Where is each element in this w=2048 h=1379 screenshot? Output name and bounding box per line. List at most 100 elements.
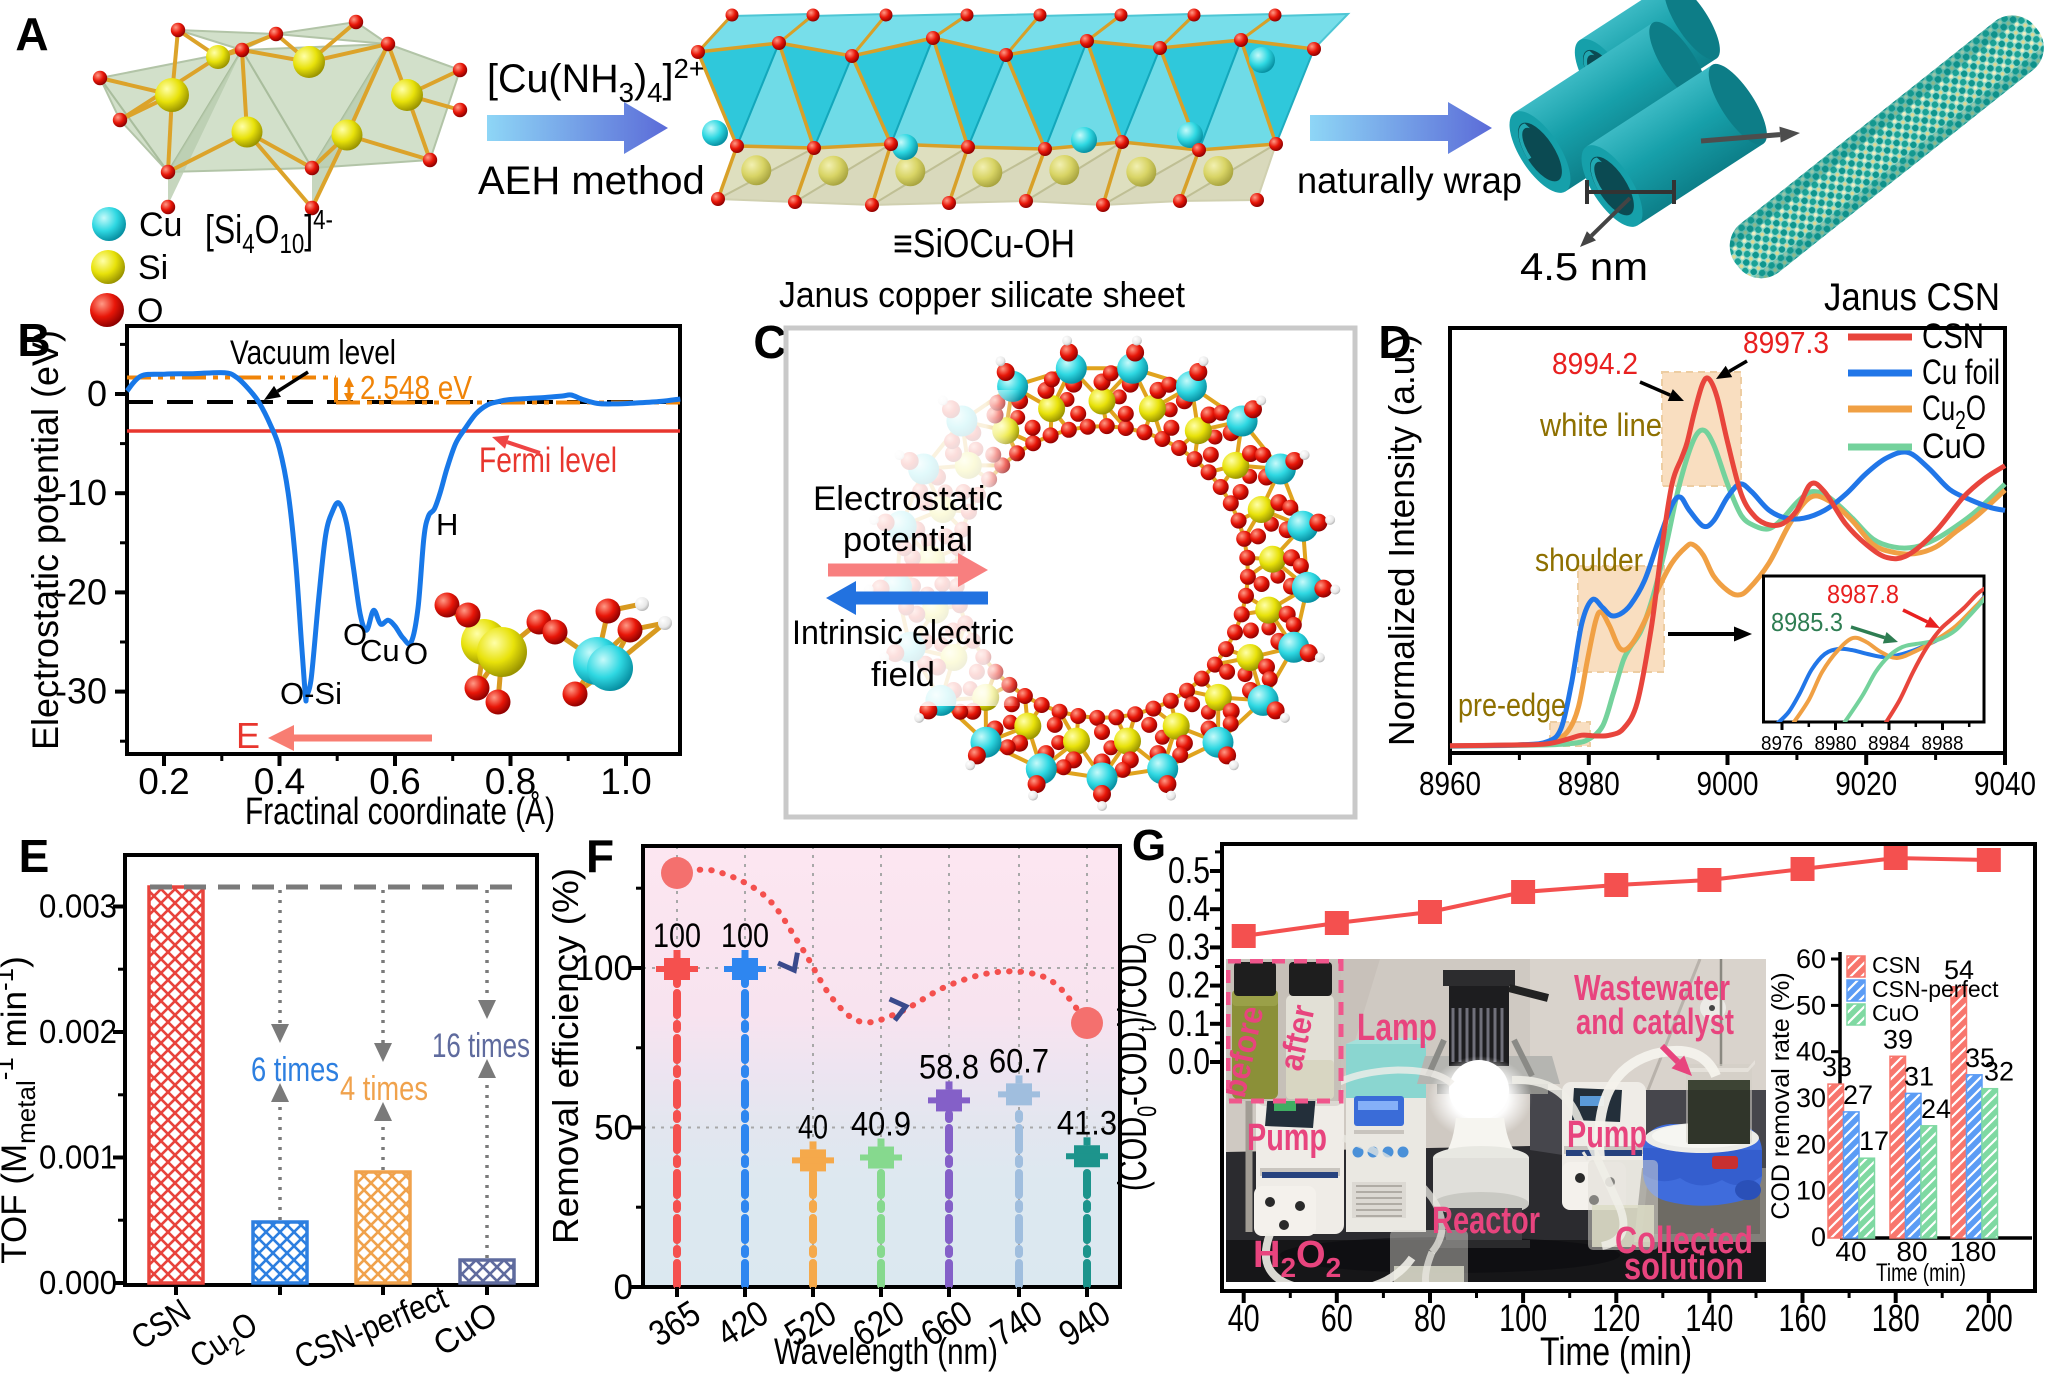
svg-text:0.002: 0.002	[39, 1013, 117, 1050]
svg-text:8980: 8980	[1815, 733, 1857, 755]
svg-text:G: G	[1132, 821, 1166, 870]
svg-text:27: 27	[1843, 1080, 1873, 1110]
svg-text:CuO: CuO	[1922, 427, 1986, 466]
svg-text:CSN: CSN	[1922, 317, 1984, 356]
svg-text:E: E	[236, 715, 260, 756]
svg-text:CuO: CuO	[1872, 1000, 1919, 1026]
svg-text:8994.2: 8994.2	[1552, 346, 1638, 381]
svg-text:100: 100	[653, 917, 701, 955]
svg-text:≡SiOCu-OH: ≡SiOCu-OH	[893, 222, 1075, 266]
svg-text:COD removal rate (%): COD removal rate (%)	[1767, 972, 1795, 1219]
svg-text:2.548 eV: 2.548 eV	[360, 369, 472, 406]
svg-text:Cu foil: Cu foil	[1922, 353, 2000, 392]
svg-text:and catalyst: and catalyst	[1576, 1001, 1734, 1042]
svg-text:6 times: 6 times	[251, 1051, 339, 1089]
svg-text:60: 60	[1321, 1298, 1353, 1340]
svg-text:field: field	[871, 656, 935, 694]
svg-text:9040: 9040	[1974, 765, 2036, 802]
svg-text:4 times: 4 times	[340, 1070, 428, 1108]
svg-text:8980: 8980	[1558, 765, 1620, 802]
svg-text:Janus copper silicate sheet: Janus copper silicate sheet	[779, 274, 1185, 315]
svg-text:20: 20	[1796, 1129, 1826, 1159]
svg-text:Pump: Pump	[1247, 1117, 1327, 1159]
svg-text:0.000: 0.000	[39, 1264, 117, 1301]
svg-text:white line: white line	[1539, 407, 1662, 443]
svg-text:pre-edge: pre-edge	[1458, 687, 1566, 723]
svg-text:0.3: 0.3	[1168, 926, 1210, 967]
svg-text:0.2: 0.2	[138, 761, 189, 802]
svg-text:[Cu(NH3)4]2+: [Cu(NH3)4]2+	[487, 53, 705, 108]
svg-text:naturally wrap: naturally wrap	[1297, 160, 1522, 201]
svg-text:0.2: 0.2	[1168, 965, 1210, 1006]
svg-text:CSN-perfect: CSN-perfect	[1872, 976, 1999, 1002]
svg-text:0.5: 0.5	[1168, 850, 1210, 891]
svg-text:180: 180	[1872, 1298, 1920, 1340]
svg-text:E: E	[19, 830, 50, 882]
svg-text:Reactor: Reactor	[1432, 1200, 1540, 1242]
svg-text:Fermi level: Fermi level	[479, 441, 617, 480]
svg-text:Time (min): Time (min)	[1540, 1330, 1692, 1374]
svg-text:9000: 9000	[1697, 765, 1759, 802]
svg-text:8988: 8988	[1922, 733, 1964, 755]
svg-text:H: H	[436, 507, 458, 542]
svg-text:8985.3: 8985.3	[1771, 607, 1843, 637]
svg-text:Cu: Cu	[139, 206, 182, 244]
svg-text:30: 30	[1796, 1083, 1826, 1113]
svg-text:0.003: 0.003	[39, 888, 117, 925]
svg-text:200: 200	[1965, 1298, 2013, 1340]
svg-text:(COD0-CODt)/COD0: (COD0-CODt)/COD0	[1111, 933, 1162, 1191]
svg-text:100: 100	[721, 917, 769, 955]
svg-text:40: 40	[1835, 1236, 1866, 1267]
svg-text:40.9: 40.9	[851, 1106, 911, 1144]
svg-text:AEH method: AEH method	[478, 159, 705, 203]
svg-text:8997.3: 8997.3	[1743, 325, 1829, 360]
svg-text:0: 0	[1811, 1222, 1826, 1252]
svg-text:8976: 8976	[1761, 733, 1803, 755]
svg-text:33: 33	[1822, 1052, 1852, 1082]
svg-text:0: 0	[614, 1268, 633, 1307]
svg-text:58.8: 58.8	[919, 1048, 979, 1086]
svg-text:shoulder: shoulder	[1535, 542, 1643, 578]
svg-text:C: C	[753, 316, 786, 368]
svg-text:60.7: 60.7	[989, 1042, 1049, 1080]
svg-text:9020: 9020	[1835, 765, 1897, 802]
svg-text:4.5 nm: 4.5 nm	[1520, 246, 1648, 289]
svg-text:8960: 8960	[1419, 765, 1481, 802]
svg-text:A: A	[15, 8, 48, 60]
svg-text:40: 40	[1228, 1298, 1260, 1340]
svg-text:31: 31	[1904, 1061, 1934, 1091]
svg-text:Intrinsic electric: Intrinsic electric	[792, 614, 1014, 652]
svg-text:Removal efficiency (%): Removal efficiency (%)	[545, 868, 586, 1244]
svg-text:Pump: Pump	[1567, 1114, 1647, 1156]
svg-text:39: 39	[1883, 1024, 1913, 1054]
svg-text:0.001: 0.001	[39, 1139, 117, 1176]
svg-text:0: 0	[87, 373, 107, 414]
svg-text:10: 10	[1796, 1176, 1826, 1206]
svg-text:Lamp: Lamp	[1357, 1007, 1437, 1049]
svg-text:24: 24	[1921, 1094, 1951, 1124]
svg-text:Fractinal coordinate (Å): Fractinal coordinate (Å)	[245, 789, 555, 833]
svg-text:40: 40	[798, 1108, 828, 1146]
svg-text:CSN: CSN	[1872, 952, 1921, 978]
svg-text:F: F	[586, 830, 614, 882]
svg-text:16 times: 16 times	[432, 1027, 530, 1065]
svg-text:8987.8: 8987.8	[1827, 579, 1899, 609]
svg-text:Normalized Intensity (a.u.): Normalized Intensity (a.u.)	[1381, 334, 1422, 746]
svg-text:0.4: 0.4	[1168, 888, 1210, 929]
svg-text:potential: potential	[843, 521, 973, 559]
svg-text:Si: Si	[138, 249, 168, 287]
svg-text:0.0: 0.0	[1168, 1041, 1210, 1082]
svg-text:41.3: 41.3	[1057, 1104, 1117, 1142]
svg-text:8984: 8984	[1868, 733, 1910, 755]
svg-text:80: 80	[1414, 1298, 1446, 1340]
svg-text:50: 50	[1796, 990, 1826, 1020]
svg-text:Janus CSN: Janus CSN	[1824, 276, 2000, 319]
svg-text:1.0: 1.0	[600, 761, 651, 802]
svg-text:O: O	[404, 636, 428, 671]
svg-text:Time (min): Time (min)	[1876, 1259, 1966, 1287]
svg-text:0.1: 0.1	[1168, 1003, 1210, 1044]
svg-text:32: 32	[1984, 1057, 2014, 1087]
svg-text:O-Si: O-Si	[280, 676, 342, 711]
svg-text:50: 50	[594, 1109, 633, 1148]
svg-text:Electrostatic: Electrostatic	[813, 480, 1003, 518]
